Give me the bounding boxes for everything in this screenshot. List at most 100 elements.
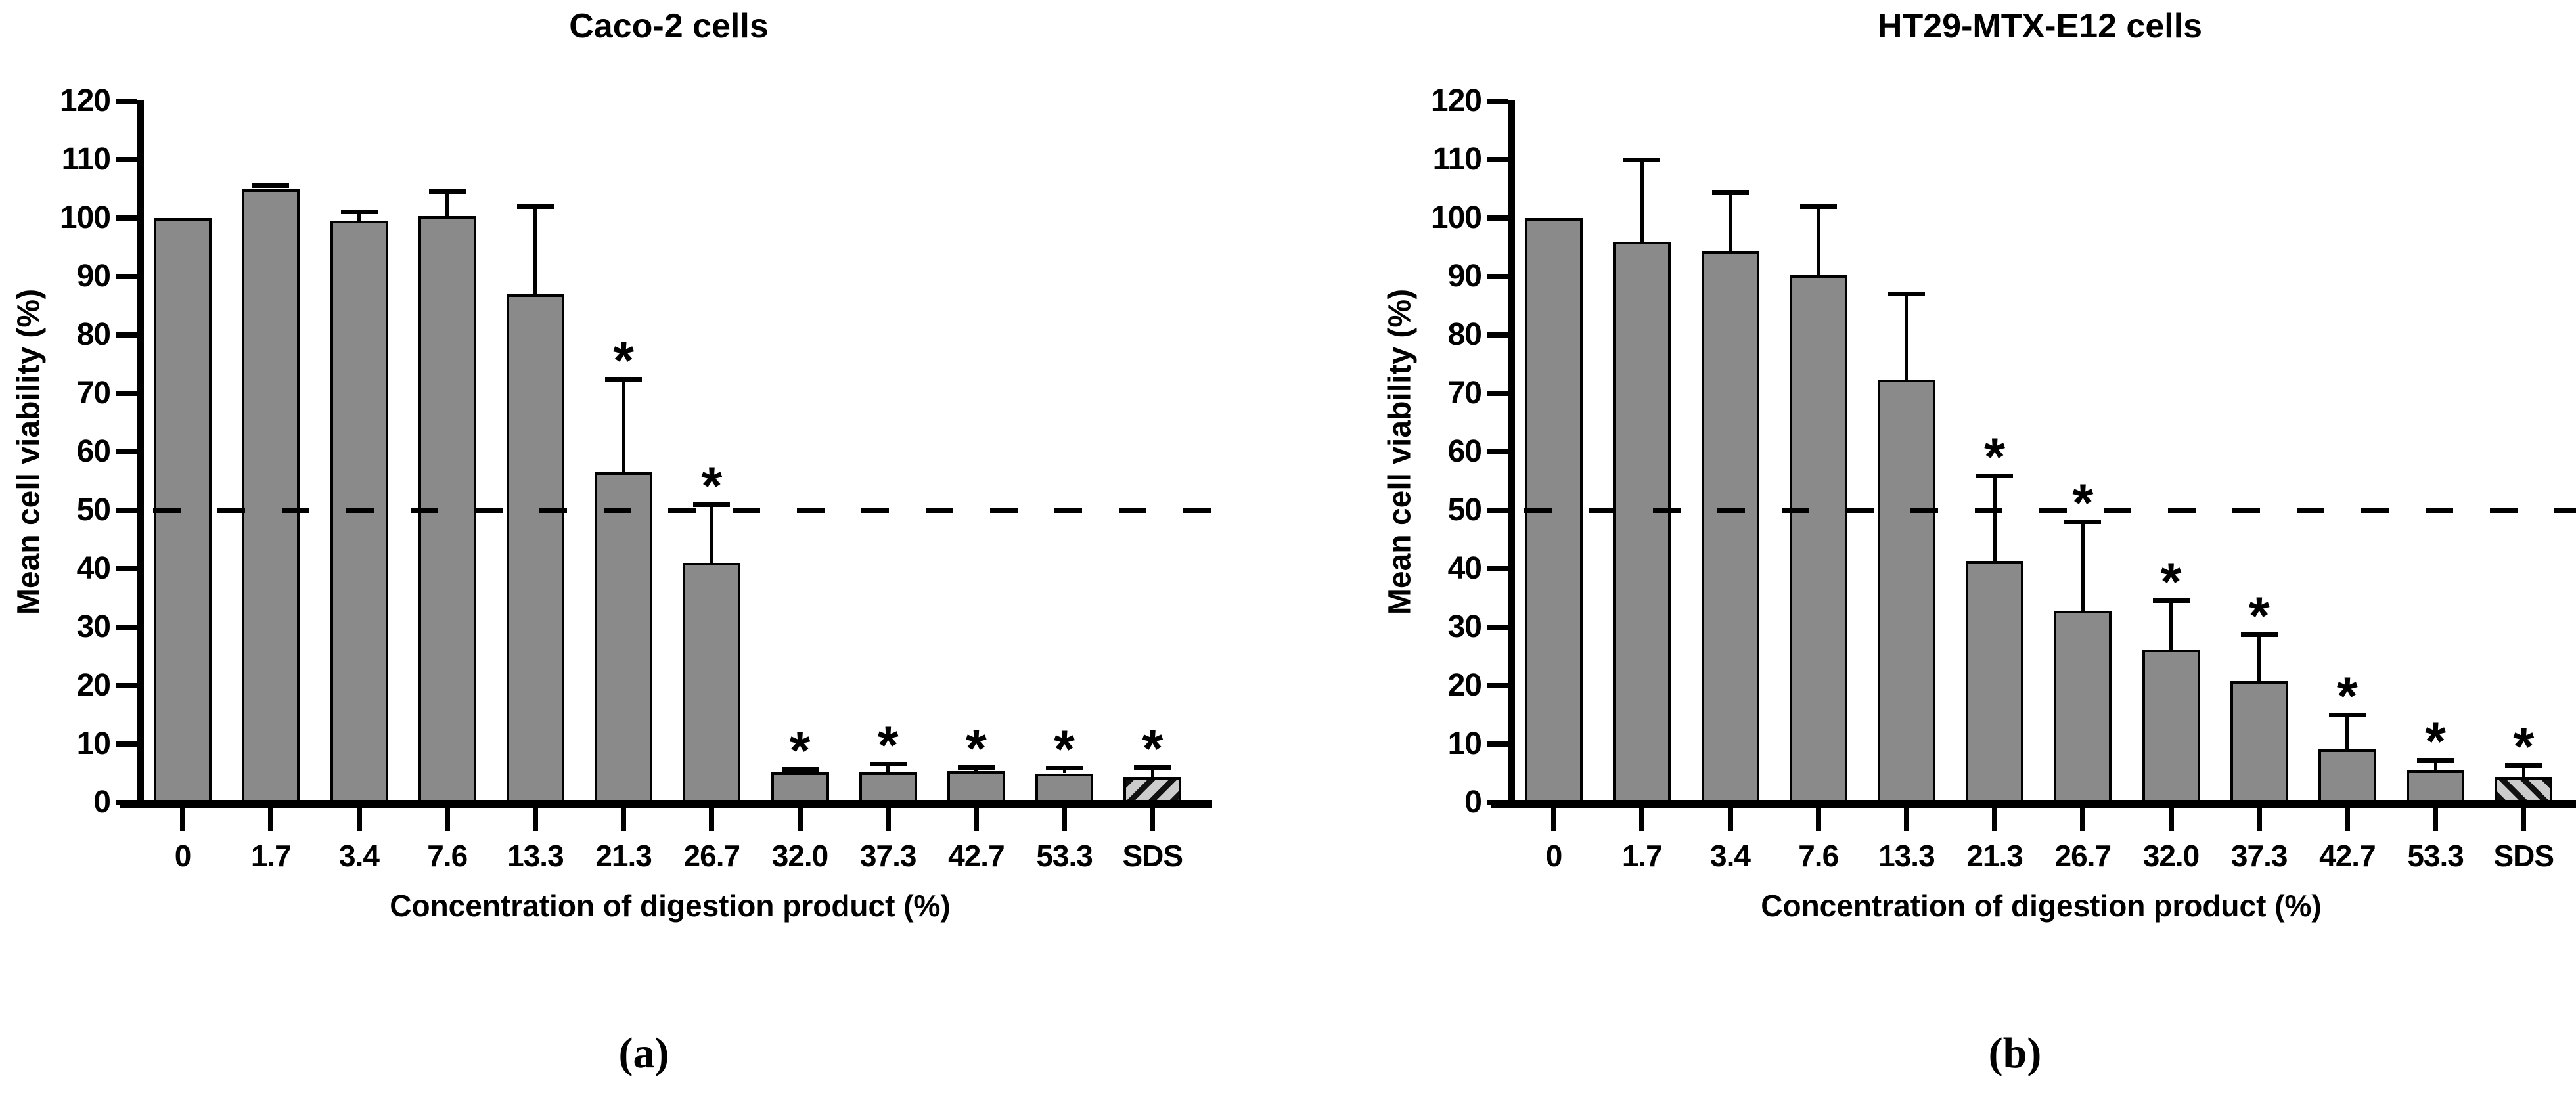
x-tick-label: 0 [1545, 839, 1563, 873]
error-bar [2081, 521, 2085, 611]
x-tick [621, 808, 627, 831]
x-tick [2433, 808, 2439, 831]
ic50-reference-line [1524, 508, 2576, 513]
error-bar [2257, 634, 2261, 681]
error-bar-cap [605, 376, 643, 382]
y-tick [116, 508, 137, 513]
chart-title-ht29: HT29-MTX-E12 cells [1877, 7, 2203, 45]
error-bar-cap [869, 762, 907, 767]
error-bar [1729, 192, 1732, 251]
x-tick-label: 21.3 [1966, 839, 2023, 873]
plot-area-caco2: 0 10 20 30 40 50 60 70 80 90 100 110 120 0 1.7 3.4 7.6 13… [59, 83, 1232, 873]
x-tick-label: 32.0 [2142, 839, 2200, 873]
y-tick [116, 157, 137, 162]
y-tick [116, 741, 137, 747]
y-tick-label: 110 [1432, 142, 1482, 177]
error-bar [1640, 160, 1644, 242]
x-tick-label: 7.6 [427, 839, 468, 873]
x-tick-label: SDS [1122, 839, 1184, 873]
error-bar [710, 504, 713, 564]
error-bar [621, 378, 625, 473]
y-tick [1487, 391, 1508, 396]
x-tick [2521, 808, 2527, 831]
y-tick-label: 20 [76, 668, 111, 703]
bar-SDS [2495, 776, 2553, 803]
error-bar-cap [781, 767, 819, 772]
y-tick-label: 120 [59, 83, 111, 118]
error-bar [533, 206, 537, 294]
significance-asterisk: * [877, 716, 899, 776]
bar-7.6 [1789, 275, 1847, 803]
y-tick [1487, 625, 1508, 630]
y-tick-label: 60 [76, 434, 111, 469]
x-tick [444, 808, 450, 831]
y-tick-label: 20 [1447, 668, 1482, 703]
x-tick [2080, 808, 2086, 831]
x-tick-label: 53.3 [1036, 839, 1093, 873]
y-tick [116, 215, 137, 221]
x-tick-label: 3.4 [1710, 839, 1751, 873]
significance-asterisk: * [2513, 717, 2535, 778]
x-tick [1062, 808, 1068, 831]
x-tick-label: 37.3 [859, 839, 917, 873]
bar-3.4 [1701, 250, 1759, 803]
bar-1.7 [242, 188, 300, 803]
y-tick [1487, 683, 1508, 688]
error-bar-cap [1976, 474, 2014, 479]
plot-area-ht29: 0 10 20 30 40 50 60 70 80 90 100 110 120 0 1.7 3.4 7.6 13… [1371, 0, 2576, 1106]
bar-21.3 [1966, 561, 2024, 803]
error-bar-cap [2152, 598, 2190, 604]
x-tick [1551, 808, 1557, 831]
x-tick-label: 3.4 [339, 839, 380, 873]
y-tick-label: 40 [1447, 551, 1482, 586]
x-tick [885, 808, 891, 831]
y-tick-label: 0 [1464, 785, 1482, 820]
x-tick-label: 26.7 [2054, 839, 2112, 873]
error-bar [886, 764, 890, 772]
y-tick [116, 274, 137, 279]
x-tick-label: 13.3 [507, 839, 564, 873]
error-bar-cap [1134, 764, 1171, 770]
x-tick [180, 808, 186, 831]
y-axis-line [1508, 100, 1515, 804]
x-axis-title: Concentration of digestion product (%) [390, 889, 951, 923]
y-tick [116, 625, 137, 630]
panel-ht29: HT29-MTX-E12 cells Mean cell viability (… [1371, 0, 2576, 1106]
significance-asterisk: * [2072, 473, 2094, 533]
x-tick-label: 32.0 [771, 839, 829, 873]
x-axis-line [120, 800, 1212, 808]
y-tick-label: 70 [1447, 376, 1482, 410]
y-tick [1487, 566, 1508, 571]
y-tick-label: 90 [76, 259, 111, 294]
x-tick-label: 0 [174, 839, 192, 873]
significance-asterisk: * [965, 719, 987, 779]
bar-32.0 [2142, 649, 2200, 803]
x-tick-label: 42.7 [948, 839, 1005, 873]
error-bar [1817, 206, 1820, 276]
bar-SDS [1123, 776, 1182, 803]
y-tick-label: 30 [76, 609, 111, 644]
error-bar-cap [1887, 291, 1925, 296]
x-tick [1150, 808, 1156, 831]
y-tick [1487, 157, 1508, 162]
x-tick-label: 21.3 [595, 839, 652, 873]
error-bar-cap [252, 183, 290, 188]
y-tick [116, 99, 137, 104]
y-tick [1487, 215, 1508, 221]
y-tick-label: 70 [76, 376, 111, 410]
x-tick-label: 53.3 [2407, 839, 2464, 873]
error-bar-cap [2417, 758, 2454, 763]
x-tick [709, 808, 715, 831]
x-tick [1639, 808, 1645, 831]
x-tick [1727, 808, 1733, 831]
y-tick [1487, 274, 1508, 279]
error-bar-cap [2505, 763, 2542, 768]
significance-asterisk: * [789, 721, 811, 782]
y-tick-label: 50 [1447, 493, 1482, 527]
chart-title-caco2: Caco-2 cells [569, 7, 769, 45]
error-bar-cap [1799, 204, 1837, 210]
error-bar [1905, 293, 1909, 380]
significance-asterisk: * [701, 456, 723, 517]
significance-asterisk: * [1142, 719, 1164, 779]
error-bar-cap [516, 204, 554, 210]
